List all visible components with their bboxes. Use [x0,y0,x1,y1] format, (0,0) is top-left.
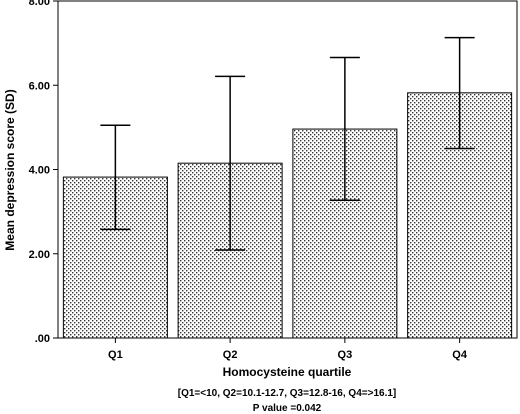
quartile-definition-note: [Q1=<10, Q2=10.1-12.7, Q3=12.8-16, Q4=>1… [178,388,397,399]
y-axis-title: Mean depression score (SD) [3,89,17,250]
y-axis: .00 2.00 4.00 6.00 8.00 [29,0,58,345]
x-tick-label-q1: Q1 [108,349,123,361]
p-value-note: P value =0.042 [253,403,322,414]
x-tick-label-q3: Q3 [338,349,353,361]
x-axis-title: Homocysteine quartile [223,365,352,379]
bar-q3 [292,128,398,339]
x-tick-label-q2: Q2 [223,349,238,361]
y-tick-label: 8.00 [29,0,50,8]
y-tick-label: .00 [35,333,50,345]
bars [62,36,513,339]
x-axis: Q1 Q2 Q3 Q4 [108,338,468,361]
x-tick-label-q4: Q4 [452,349,468,361]
y-tick-label: 4.00 [29,165,50,177]
y-tick-label: 2.00 [29,249,50,261]
y-tick-label: 6.00 [29,80,50,92]
